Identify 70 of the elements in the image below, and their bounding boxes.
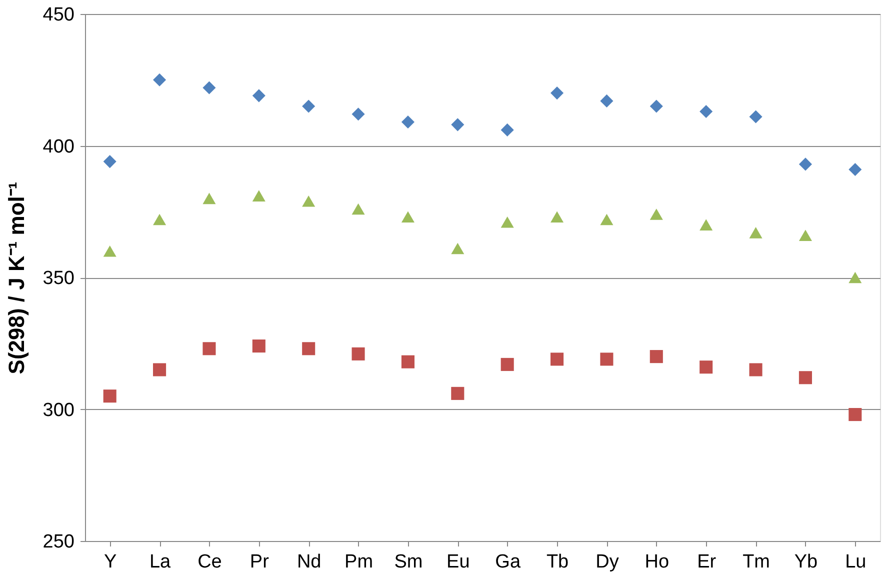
point: [550, 352, 564, 366]
point: [352, 347, 365, 360]
point: [749, 110, 762, 124]
point: [749, 227, 762, 238]
point: [600, 352, 614, 366]
y-tick-label: 250: [42, 532, 74, 552]
y-tick-label: 400: [42, 136, 74, 158]
x-tick-label: Ga: [495, 552, 521, 572]
point: [500, 216, 514, 228]
point: [650, 350, 663, 364]
y-tick-label: 350: [42, 268, 74, 289]
point: [153, 73, 166, 86]
x-tick-label: Pm: [344, 552, 374, 572]
point: [600, 94, 614, 108]
x-tick-label: Ce: [198, 552, 222, 572]
point: [103, 390, 116, 403]
point: [252, 89, 266, 102]
point: [352, 108, 365, 121]
point: [798, 158, 812, 171]
point: [202, 342, 216, 356]
x-tick-label: Nd: [296, 552, 322, 572]
point: [500, 123, 514, 136]
point: [798, 371, 812, 384]
x-tick-label: Pr: [250, 552, 270, 572]
point: [401, 116, 414, 129]
point: [798, 230, 812, 241]
x-tick-label: Tb: [546, 552, 569, 572]
point: [500, 358, 514, 371]
x-tick-label: La: [149, 552, 172, 572]
x-tick-label: Dy: [596, 552, 620, 572]
point: [650, 100, 663, 113]
point: [700, 104, 713, 118]
point: [401, 211, 414, 223]
point: [252, 190, 266, 202]
point: [600, 214, 614, 226]
x-tick-label: Lu: [845, 552, 866, 572]
x-tick-label: Yb: [794, 552, 818, 572]
point: [103, 246, 116, 257]
point: [749, 363, 762, 376]
point: [451, 386, 464, 400]
point: [451, 242, 464, 254]
point: [848, 272, 862, 284]
point: [700, 219, 713, 230]
point: [550, 211, 564, 223]
point: [848, 162, 862, 176]
point: [202, 192, 216, 204]
x-tick-label: Y: [104, 552, 117, 572]
x-tick-label: Er: [697, 552, 717, 572]
point: [401, 355, 414, 368]
point: [650, 208, 663, 220]
x-tick-label: Eu: [446, 552, 470, 572]
point: [103, 155, 116, 168]
x-tick-label: Ho: [644, 552, 670, 572]
point: [550, 86, 564, 100]
y-tick-label: 300: [42, 400, 74, 421]
y-tick-label: 450: [42, 4, 74, 26]
point: [302, 342, 316, 356]
point: [153, 363, 166, 376]
point: [302, 195, 316, 207]
point: [252, 339, 266, 353]
point: [700, 360, 713, 374]
point: [352, 203, 365, 215]
x-tick-label: Sm: [394, 552, 423, 572]
point: [202, 81, 216, 94]
point: [302, 100, 316, 113]
x-tick-label: Tm: [742, 552, 770, 572]
point: [848, 408, 862, 422]
point: [451, 118, 464, 132]
y-axis-title: S(298) / J K⁻¹ mol⁻¹: [4, 182, 29, 374]
point: [153, 214, 166, 226]
